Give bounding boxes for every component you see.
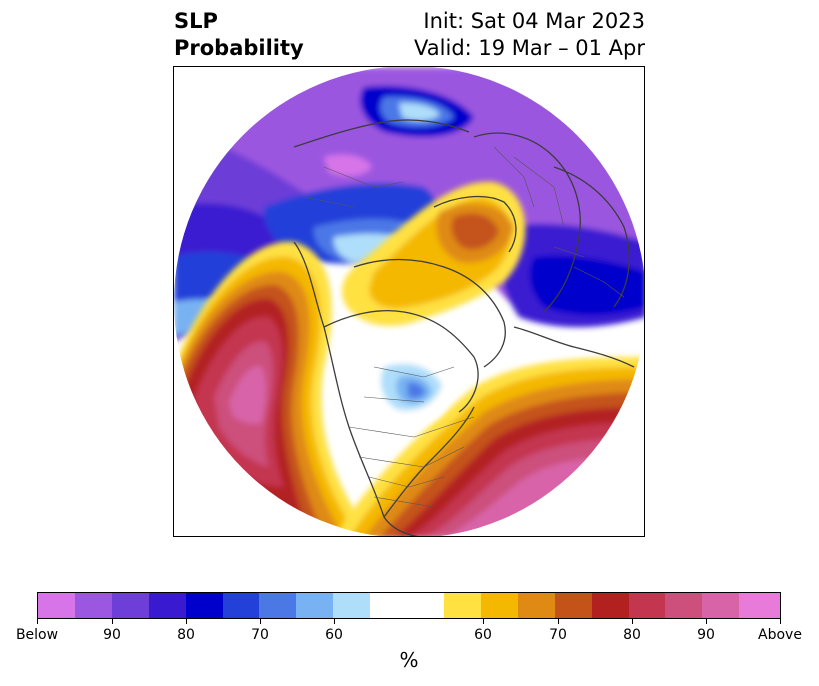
colorbar-tick-label: 70 [549, 627, 567, 643]
colorbar-segment [628, 593, 666, 618]
colorbar-segment [665, 593, 703, 618]
colorbar-tick-label: 90 [103, 627, 121, 643]
below-normal-canada [332, 343, 454, 431]
colorbar-tick-label: Above [758, 627, 802, 643]
colorbar-tick-mark [558, 619, 559, 624]
colorbar-tick-mark [260, 619, 261, 624]
colorbar-tick-mark [37, 619, 38, 624]
colorbar-segment [370, 593, 408, 618]
colorbar-tick-mark [334, 619, 335, 624]
political-borders [303, 146, 625, 508]
colorbar-segment [259, 593, 297, 618]
colorbar-segment [443, 593, 481, 618]
colorbar-segment [702, 593, 740, 618]
valid-range: Valid: 19 Mar – 01 Apr [414, 36, 645, 60]
colorbar-tick-mark [632, 619, 633, 624]
map-panel [173, 66, 645, 537]
colorbar-segment [739, 593, 781, 618]
colorbar-tick-mark [186, 619, 187, 624]
above-normal-arctic [342, 181, 526, 326]
coastlines [293, 119, 635, 536]
colorbar-segment [591, 593, 629, 618]
colorbar-tick-mark [483, 619, 484, 624]
title-line-1: SLP [174, 9, 218, 33]
colorbar-tick-label: Below [15, 627, 59, 643]
colorbar-segment [407, 593, 444, 618]
colorbar-tick-mark [780, 619, 781, 624]
colorbar-segment [480, 593, 518, 618]
colorbar-segment [38, 593, 75, 618]
colorbar-units: % [399, 648, 419, 672]
colorbar-tick-label: 60 [325, 627, 343, 643]
colorbar-segment [333, 593, 371, 618]
colorbar-tick-mark [112, 619, 113, 624]
init-date: Init: Sat 04 Mar 2023 [423, 9, 645, 33]
colorbar-segment [296, 593, 334, 618]
colorbar-tick-label: 80 [623, 627, 641, 643]
colorbar-tick-label: 60 [474, 627, 492, 643]
colorbar-tick-label: 90 [697, 627, 715, 643]
colorbar-tick-label: 80 [177, 627, 195, 643]
colorbar-tick-label: 70 [251, 627, 269, 643]
date-info: Init: Sat 04 Mar 2023 Valid: 19 Mar – 01… [414, 8, 645, 62]
colorbar-segment [111, 593, 149, 618]
colorbar-segment [185, 593, 223, 618]
polar-map [174, 67, 644, 536]
map-title: SLP Probability [174, 8, 304, 62]
colorbar [37, 592, 781, 619]
title-line-2: Probability [174, 36, 304, 60]
colorbar-segment [222, 593, 260, 618]
colorbar-segment [517, 593, 555, 618]
colorbar-segment [148, 593, 186, 618]
colorbar-segment [74, 593, 112, 618]
colorbar-segment [554, 593, 592, 618]
colorbar-tick-mark [706, 619, 707, 624]
